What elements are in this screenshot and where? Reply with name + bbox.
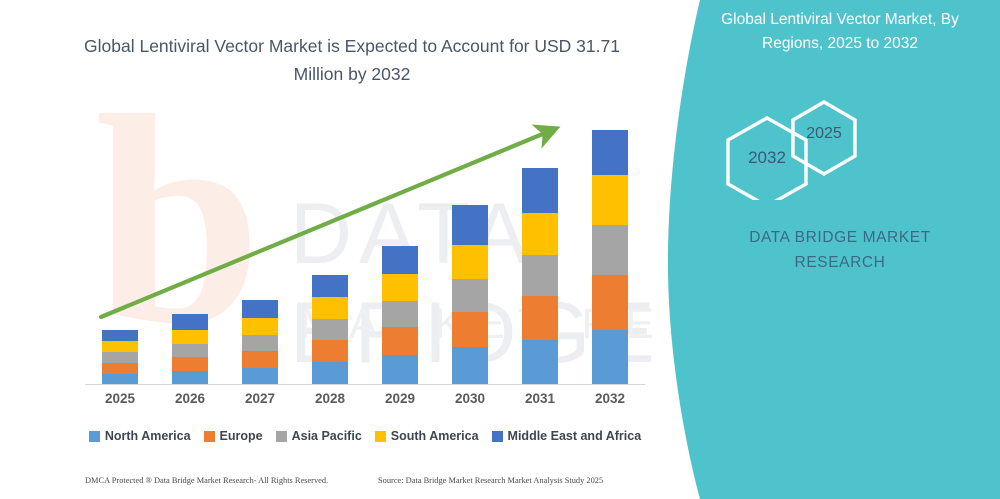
legend-label: Europe xyxy=(219,429,263,443)
bar-2031 xyxy=(522,168,558,385)
bar-segment xyxy=(592,330,628,385)
legend-item-middle-east-and-africa[interactable]: Middle East and Africa xyxy=(491,429,642,443)
bar-segment xyxy=(592,275,628,330)
hexagon-label-2032: 2032 xyxy=(748,148,786,167)
bar-2025 xyxy=(102,330,138,385)
x-axis-label-2031: 2031 xyxy=(524,391,556,406)
bar-segment xyxy=(172,357,208,371)
hexagon-label-2025: 2025 xyxy=(806,125,842,142)
page-title: Global Lentiviral Vector Market is Expec… xyxy=(84,36,620,84)
bar-segment xyxy=(312,297,348,319)
hexagon-shapes xyxy=(726,100,857,200)
hexagon-group: 2032 2025 xyxy=(700,90,960,200)
bar-segment xyxy=(102,330,138,341)
bar-segment xyxy=(172,344,208,357)
bar-segment xyxy=(452,311,488,347)
bar-segment xyxy=(522,213,558,255)
legend-swatch-icon xyxy=(374,430,386,442)
x-axis-label-2027: 2027 xyxy=(244,391,276,406)
legend-label: Asia Pacific xyxy=(291,429,362,443)
legend-swatch-icon xyxy=(491,430,503,442)
legend-label: Middle East and Africa xyxy=(507,429,642,443)
x-axis-label-2025: 2025 xyxy=(104,391,136,406)
chart-legend: North America Europe Asia Pacific South Ame… xyxy=(85,426,645,446)
bar-segment xyxy=(172,371,208,385)
legend-label: North America xyxy=(104,429,191,443)
stacked-bar-chart xyxy=(85,110,645,385)
x-axis-label-2029: 2029 xyxy=(384,391,416,406)
bar-segment xyxy=(522,255,558,296)
bar-segment xyxy=(312,362,348,385)
bar-segment xyxy=(382,246,418,274)
panel-brand: DATA BRIDGE MARKET RESEARCH xyxy=(680,225,1000,275)
chart-baseline xyxy=(85,384,645,385)
bar-segment xyxy=(102,352,138,363)
right-side-panel: Global Lentiviral Vector Market, By Regi… xyxy=(660,0,1000,499)
bar-2030 xyxy=(452,205,488,385)
bar-segment xyxy=(382,326,418,355)
legend-item-europe[interactable]: Europe xyxy=(203,429,263,443)
bar-segment xyxy=(242,367,278,385)
bar-segment xyxy=(242,334,278,351)
hexagon-2032-shape xyxy=(726,116,808,200)
bar-segment xyxy=(592,130,628,175)
bar-segment xyxy=(382,300,418,327)
bar-segment xyxy=(172,314,208,330)
x-axis-label-2030: 2030 xyxy=(454,391,486,406)
bar-segment xyxy=(452,278,488,312)
bar-segment xyxy=(452,205,488,245)
bar-segment xyxy=(102,341,138,352)
bar-2027 xyxy=(242,300,278,385)
footer-source: Source: Data Bridge Market Research Mark… xyxy=(378,476,604,485)
bar-2032 xyxy=(592,130,628,385)
x-axis-label-2026: 2026 xyxy=(174,391,206,406)
legend-item-asia-pacific[interactable]: Asia Pacific xyxy=(275,429,362,443)
panel-shape xyxy=(667,0,1000,499)
bar-2026 xyxy=(172,314,208,385)
bar-segment xyxy=(452,346,488,385)
chart-x-axis-labels: 2025 2026 2027 2028 2029 2030 2031 2032 xyxy=(85,391,645,413)
bar-segment xyxy=(312,340,348,362)
x-axis-label-2028: 2028 xyxy=(314,391,346,406)
legend-swatch-icon xyxy=(88,430,100,442)
bar-segment xyxy=(522,168,558,213)
panel-brand-line1: DATA BRIDGE MARKET xyxy=(749,229,931,246)
bar-segment xyxy=(242,317,278,335)
legend-swatch-icon xyxy=(203,430,215,442)
bar-2028 xyxy=(312,275,348,385)
bar-segment xyxy=(102,363,138,374)
legend-item-north-america[interactable]: North America xyxy=(88,429,191,443)
panel-brand-line2: RESEARCH xyxy=(794,254,886,271)
bar-segment xyxy=(172,330,208,344)
bar-segment xyxy=(102,374,138,385)
legend-swatch-icon xyxy=(275,430,287,442)
bar-segment xyxy=(522,296,558,340)
bar-segment xyxy=(382,274,418,301)
footer-copyright: DMCA Protected ® Data Bridge Market Rese… xyxy=(85,476,329,485)
bar-segment xyxy=(522,340,558,385)
bar-segment xyxy=(592,175,628,225)
bar-segment xyxy=(592,225,628,275)
legend-item-south-america[interactable]: South America xyxy=(374,429,479,443)
bar-2029 xyxy=(382,246,418,385)
legend-label: South America xyxy=(390,429,479,443)
bar-segment xyxy=(242,350,278,368)
x-axis-label-2032: 2032 xyxy=(594,391,626,406)
panel-title: Global Lentiviral Vector Market, By Regi… xyxy=(721,11,959,52)
bar-segment xyxy=(312,319,348,340)
bar-segment xyxy=(382,354,418,385)
hexagon-2025-shape xyxy=(791,100,857,176)
bar-segment xyxy=(242,300,278,318)
bar-segment xyxy=(312,275,348,297)
bar-segment xyxy=(452,244,488,279)
